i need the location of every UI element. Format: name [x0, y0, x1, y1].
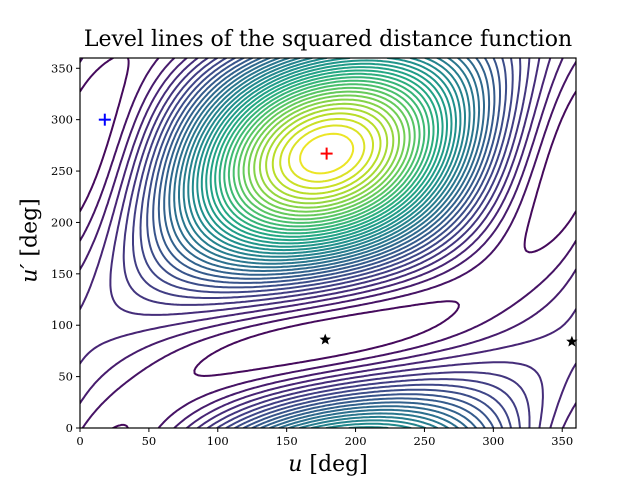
contour-level [223, 76, 430, 231]
contour-level [232, 83, 421, 224]
x-tick-label: 100 [207, 434, 229, 448]
x-tick-label: 200 [345, 434, 367, 448]
contour-level [139, 58, 514, 428]
y-tick-label: 300 [51, 113, 73, 127]
y-tick-label: 150 [51, 267, 73, 281]
y-axis-variable: u′ [17, 263, 43, 283]
y-tick-label: 250 [51, 164, 73, 178]
contour-level [258, 102, 395, 205]
markers [98, 113, 578, 347]
contour-lines [80, 58, 576, 428]
contour-level [265, 107, 389, 200]
y-axis-unit: [deg] [17, 198, 43, 264]
y-tick-label: 200 [51, 215, 73, 229]
chart-title: Level lines of the squared distance func… [83, 27, 573, 52]
global-minimum-plus-icon [98, 113, 111, 126]
contour-level [214, 69, 440, 238]
contour-level [271, 112, 382, 195]
contour-level [200, 59, 453, 248]
x-tick-label: 50 [142, 434, 157, 448]
saddle-point-1-star-icon [319, 333, 331, 345]
x-tick-label: 300 [482, 434, 504, 448]
contour-level [299, 132, 355, 175]
contour-level [205, 62, 448, 245]
y-tick-label: 0 [66, 421, 73, 435]
contour-level [253, 98, 400, 209]
saddle-point-2-star-icon [566, 335, 578, 347]
x-axis-variable: u [288, 452, 303, 477]
contour-level [287, 124, 366, 183]
contour-level [279, 118, 374, 190]
plot-frame [79, 57, 577, 429]
contour-level [237, 86, 416, 221]
y-axis-label: u′ [deg] [18, 121, 43, 361]
x-axis-ticks: 0 50 100 150 200 250 300 350 [76, 428, 573, 448]
y-axis-ticks: 0 50 100 150 200 250 300 350 [51, 61, 80, 435]
contour-level [80, 58, 576, 428]
x-tick-label: 0 [76, 434, 83, 448]
contour-level [247, 94, 406, 213]
global-maximum-plus-icon [320, 147, 333, 160]
contour-level [218, 72, 435, 235]
x-axis-label: u [deg] [80, 452, 576, 477]
contour-level [209, 66, 444, 242]
y-tick-label: 100 [51, 318, 73, 332]
x-tick-label: 350 [551, 434, 573, 448]
y-tick-label: 50 [58, 370, 73, 384]
contour-level [227, 79, 426, 228]
x-axis-unit: [deg] [302, 452, 368, 477]
y-tick-label: 350 [51, 61, 73, 75]
x-tick-label: 250 [413, 434, 435, 448]
contour-level [242, 90, 411, 217]
x-tick-label: 150 [276, 434, 298, 448]
